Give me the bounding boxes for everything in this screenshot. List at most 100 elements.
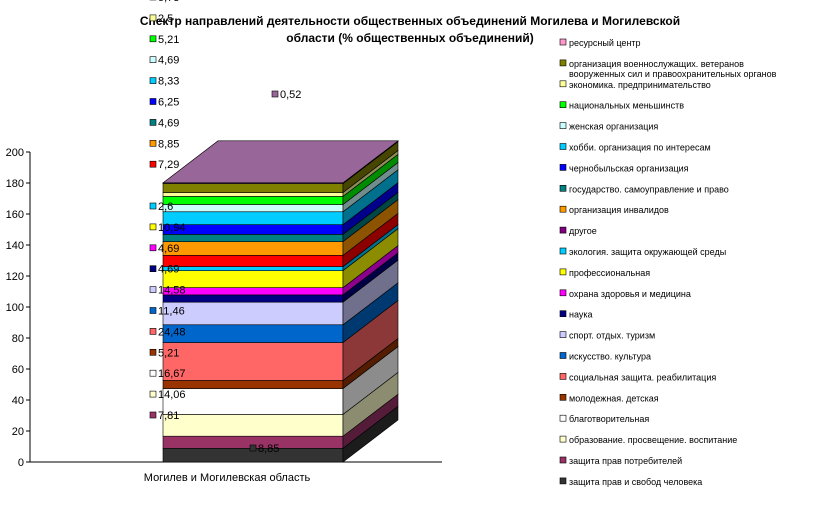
- data-label-swatch: [149, 390, 157, 398]
- legend-swatch: [559, 414, 567, 422]
- bar-top-face: [162, 140, 399, 184]
- data-label-swatch: [149, 119, 157, 126]
- legend-swatch: [559, 122, 567, 129]
- data-label: 16,67: [158, 368, 186, 380]
- data-label: 6,25: [158, 97, 179, 109]
- legend-swatch: [559, 185, 567, 192]
- data-label: 7,81: [158, 410, 179, 422]
- legend-swatch: [559, 289, 567, 297]
- bar-segment: [162, 255, 344, 267]
- data-labels: 8,85 7,81 14,06 16,67 5,21 24,48 11,46 14,58 4,6…: [149, 0, 301, 455]
- legend-swatch: [559, 247, 567, 255]
- legend-label: организация военнослужащих. ветеранов: [569, 59, 744, 69]
- data-label: 5,21: [158, 347, 179, 359]
- data-label: 4,69: [158, 117, 179, 129]
- data-label: 8,85: [158, 138, 179, 150]
- data-label-swatch: [149, 328, 157, 335]
- data-label-swatch: [149, 160, 157, 168]
- legend-label: искусство. культура: [569, 352, 651, 362]
- legend-swatch: [559, 164, 567, 171]
- category-label: Могилев и Могилевская область: [144, 472, 311, 484]
- data-label: 10,94: [158, 222, 186, 234]
- legend-swatch: [559, 143, 567, 150]
- data-label-swatch: [149, 14, 157, 22]
- legend-label: хобби. организация по интересам: [569, 143, 711, 153]
- data-label: 4,69: [158, 264, 179, 276]
- bar-segment: [162, 270, 344, 288]
- legend-label: ресурсный центр: [569, 38, 641, 48]
- data-label: 14,58: [158, 285, 186, 297]
- bar-segment: [162, 196, 344, 205]
- legend-swatch: [559, 477, 567, 485]
- data-label-swatch: [149, 140, 157, 147]
- data-label-swatch: [149, 223, 157, 231]
- data-label-swatch: [149, 244, 157, 252]
- legend-swatch: [559, 101, 567, 108]
- data-label-swatch: [249, 444, 257, 452]
- data-label-swatch: [149, 307, 157, 314]
- bar-segment: [162, 234, 344, 242]
- legend-swatch: [559, 59, 567, 67]
- data-label-swatch: [149, 286, 157, 293]
- legend-swatch: [559, 352, 567, 359]
- chart-title-line-1: Спектр направлений деятельности обществе…: [140, 14, 680, 28]
- axis-layer: 0 20 40 60 80 100 120 140 160 180 200: [6, 147, 442, 469]
- data-label-swatch: [149, 77, 157, 84]
- bar-segment: [162, 224, 344, 235]
- y-tick-label: 60: [12, 364, 24, 376]
- data-label-swatch: [149, 202, 157, 210]
- bar-segment: [162, 204, 344, 213]
- data-label: 2,5: [158, 13, 173, 25]
- bar-segment: [162, 294, 344, 303]
- data-label: 4,69: [158, 243, 179, 255]
- bar-segment: [162, 211, 344, 225]
- legend-label: женская организация: [569, 122, 658, 132]
- data-label-swatch: [149, 98, 157, 105]
- bar-segment: [162, 266, 344, 271]
- bar-segment: [162, 388, 344, 415]
- y-tick-label: 40: [12, 395, 24, 407]
- bar-segment: [162, 414, 344, 437]
- legend-swatch: [559, 456, 567, 464]
- legend-label-line-2: вооруженных сил и правоохранительных орг…: [569, 69, 777, 79]
- data-label: 0,52: [280, 89, 301, 101]
- data-label: 8,85: [258, 443, 279, 455]
- y-tick-label: 0: [18, 457, 24, 469]
- legend-label: другое: [569, 226, 597, 236]
- bar-segment: [162, 192, 344, 197]
- y-tick-label: 160: [6, 209, 24, 221]
- bar-segment: [162, 183, 344, 193]
- y-tick-label: 180: [6, 178, 24, 190]
- bar-segment: [162, 287, 344, 296]
- y-tick-label: 200: [6, 147, 24, 159]
- legend: ресурсный центр организация военнослужащи…: [559, 38, 777, 487]
- data-label: 7,29: [158, 159, 179, 171]
- legend-label: охрана здоровья и медицина: [569, 289, 691, 299]
- legend-swatch: [559, 80, 567, 88]
- data-label: 5,73: [158, 0, 179, 4]
- chart-title-line-2: области (% общественных объединений): [286, 31, 534, 45]
- legend-label: организация инвалидов: [569, 205, 669, 215]
- legend-label: экология. защита окружающей среды: [569, 247, 726, 257]
- legend-swatch: [559, 373, 567, 380]
- bar-segment: [162, 342, 344, 381]
- legend-swatch: [559, 226, 567, 234]
- bar-segment: [162, 324, 344, 343]
- legend-label: социальная защита. реабилитация: [569, 372, 716, 382]
- y-tick-label: 140: [6, 240, 24, 252]
- legend-label: чернобыльская организация: [569, 163, 689, 173]
- data-label-swatch: [149, 369, 157, 377]
- legend-label: образование. просвещение. воспитание: [569, 435, 737, 445]
- y-tick-label: 120: [6, 271, 24, 283]
- legend-swatch: [559, 435, 567, 443]
- legend-swatch: [559, 205, 567, 213]
- legend-label: благотворительная: [569, 414, 649, 424]
- data-label-swatch: [271, 90, 279, 98]
- y-tick-label: 100: [6, 302, 24, 314]
- legend-label: национальных меньшинств: [569, 101, 684, 111]
- data-label-swatch: [149, 35, 157, 43]
- bar-layer: [162, 140, 399, 463]
- legend-label: профессиональная: [569, 268, 650, 278]
